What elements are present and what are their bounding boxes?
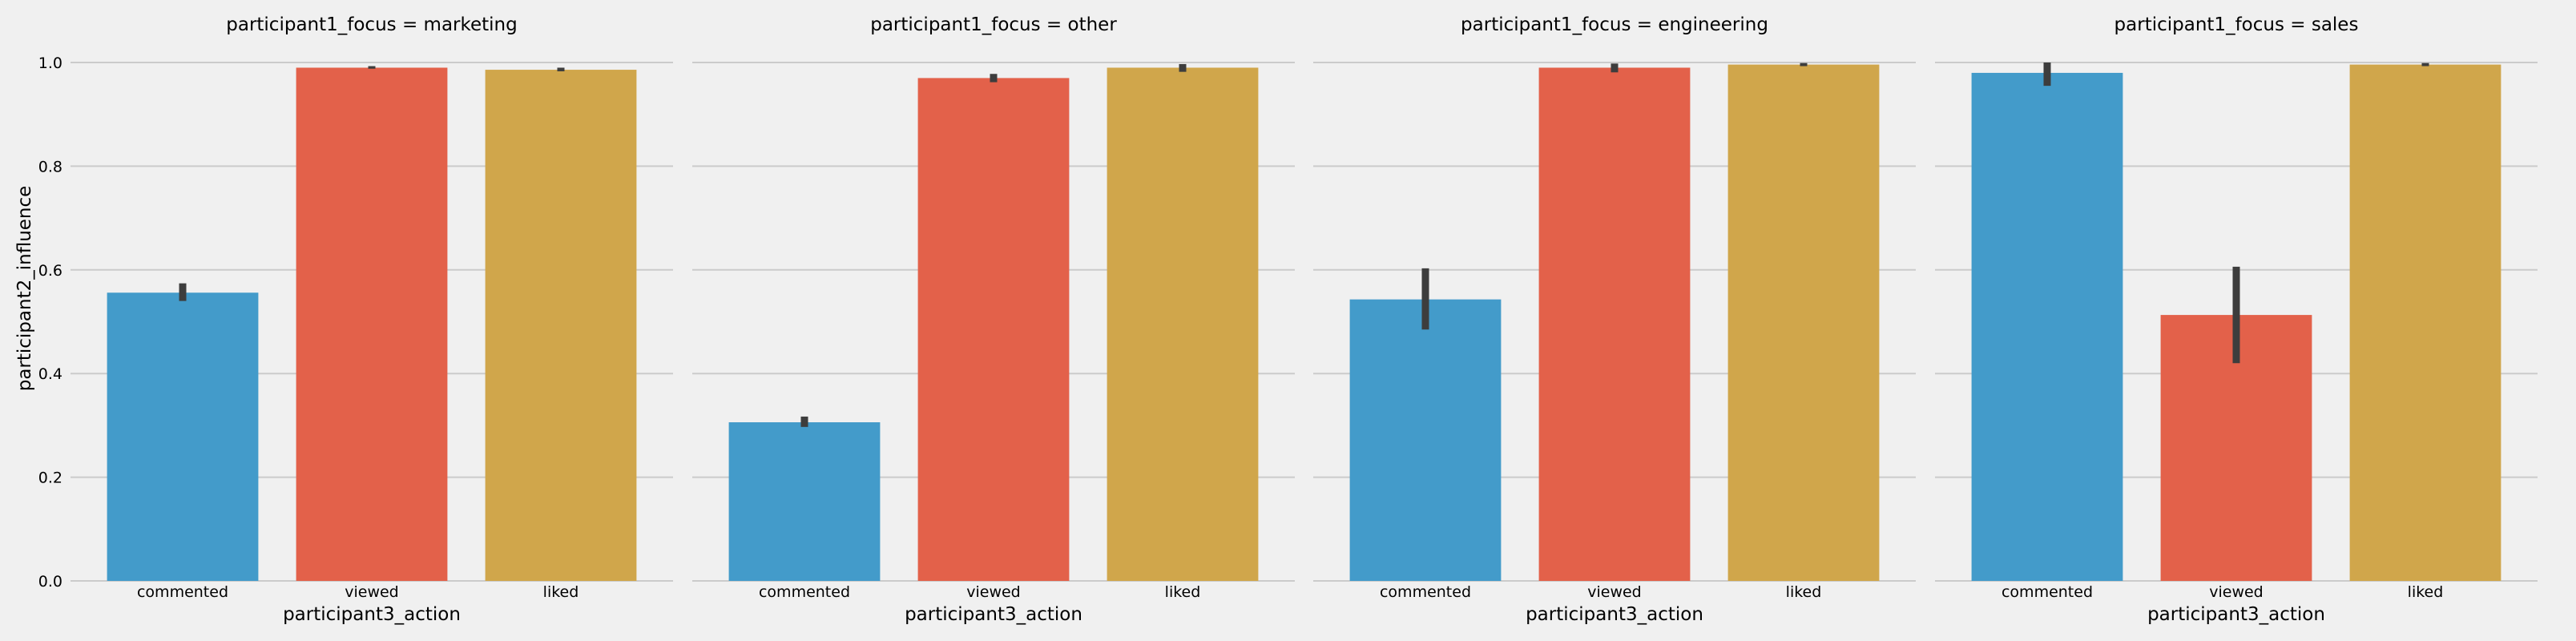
bar-liked — [1107, 67, 1259, 582]
x-axis-label: participant3_action — [283, 604, 461, 625]
bar-viewed — [917, 78, 1070, 581]
panel-0: 0.0 0.2 0.4 0.6 0.8 1.0 participant1_focus = m… — [38, 14, 673, 625]
y-tick-label: 0.8 — [38, 158, 62, 175]
panel-title: participant1_focus = other — [870, 14, 1117, 35]
x-tick-label: liked — [1165, 583, 1201, 601]
x-tick-label: commented — [2002, 583, 2093, 601]
bar-liked — [1727, 64, 1880, 581]
x-tick-label: commented — [759, 583, 850, 601]
x-axis-label: participant3_action — [1526, 604, 1703, 625]
y-tick-label: 0.2 — [38, 470, 62, 487]
panel-1: participant1_focus = other commented viewe… — [692, 14, 1295, 625]
x-tick-label: commented — [137, 583, 228, 601]
x-tick-label: liked — [1786, 583, 1822, 601]
x-tick-label: liked — [543, 583, 579, 601]
bar-liked — [2349, 64, 2501, 581]
panel-2: participant1_focus = engineering commente… — [1313, 14, 1916, 625]
y-tick-label: 1.0 — [38, 54, 62, 72]
x-tick-label: viewed — [345, 583, 399, 601]
x-tick-label: viewed — [1587, 583, 1642, 601]
bar-viewed — [296, 67, 448, 582]
x-tick-label: viewed — [2209, 583, 2264, 601]
y-tick-label: 0.0 — [38, 573, 62, 591]
x-tick-label: commented — [1380, 583, 1471, 601]
bar-commented — [728, 422, 881, 581]
bar-commented — [107, 292, 259, 581]
bar-commented — [1349, 299, 1502, 581]
y-axis-label: participant2_influence — [14, 186, 35, 392]
bar-commented — [1971, 72, 2123, 581]
y-tick-label: 0.4 — [38, 365, 62, 383]
panel-title: participant1_focus = engineering — [1461, 14, 1768, 35]
panel-title: participant1_focus = sales — [2114, 14, 2359, 35]
panels-layer: 0.0 0.2 0.4 0.6 0.8 1.0 participant1_focus = m… — [38, 14, 2538, 625]
x-axis-label: participant3_action — [2147, 604, 2325, 625]
panel-title: participant1_focus = marketing — [226, 14, 517, 35]
bar-viewed — [1538, 67, 1691, 582]
x-tick-label: viewed — [966, 583, 1021, 601]
panel-3: participant1_focus = sales commented viewe… — [1935, 14, 2538, 625]
bar-liked — [485, 70, 637, 582]
x-tick-label: liked — [2408, 583, 2444, 601]
x-axis-label: participant3_action — [905, 604, 1082, 625]
y-tick-label: 0.6 — [38, 262, 62, 280]
